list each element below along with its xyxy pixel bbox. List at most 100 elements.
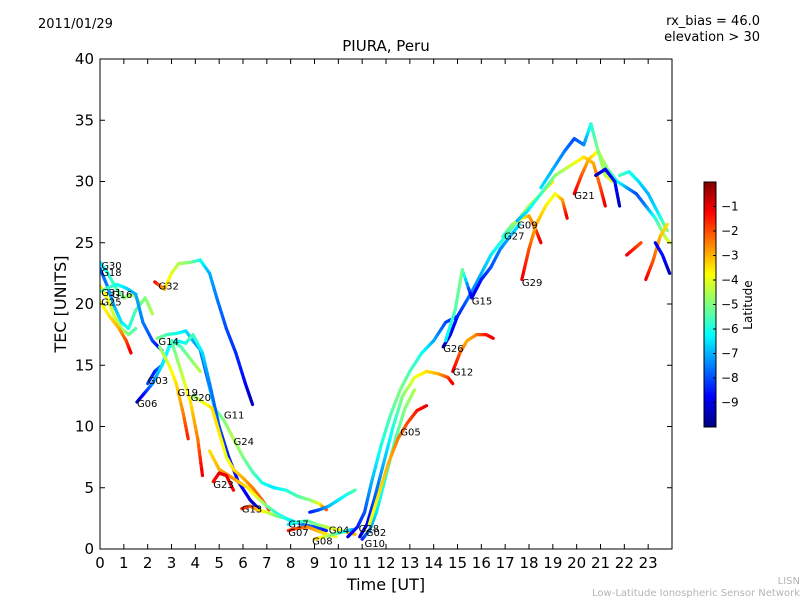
track-segment [516,222,522,229]
satellite-label: G29 [522,278,542,289]
satellite-label: G14 [158,337,178,348]
y-tick-label: 5 [84,479,94,497]
track-segment [564,213,569,220]
y-tick-label: 20 [75,295,94,313]
satellite-label: G03 [148,376,168,387]
receiver-info: rx_bias = 46.0 elevation > 30 [664,14,760,46]
x-tick-label: 10 [329,554,348,572]
sat-track [191,394,271,512]
colorbar-ticks: −1 −2 −3 −4 −5 −6 −7 −8 −9 [713,200,739,410]
satellite-label: G12 [453,367,473,378]
rx-bias-label: rx_bias = 46.0 [666,14,760,29]
satellite-label: G05 [400,427,420,438]
track-segment [200,467,205,478]
satellite-label: G28 [359,524,379,535]
track-segment [149,309,155,316]
track-segment [638,241,643,246]
track-segment [185,433,190,441]
sat-track [367,404,429,527]
sat-track [451,333,495,373]
sat-track [358,369,455,539]
colorbar-tick-label: −5 [721,298,739,312]
x-tick-label: 8 [286,554,296,572]
x-tick-label: 12 [376,554,395,572]
y-tick-label: 0 [84,540,94,558]
satellite-label: G31 [101,288,121,299]
sat-track [100,266,155,331]
satellite-label: G07 [288,528,308,539]
chart-title: PIURA, Peru [342,37,430,55]
credit-long: Low-Latitude Ionospheric Sensor Network [592,588,800,599]
x-tick-label: 6 [238,554,248,572]
date-label: 2011/01/29 [38,17,113,32]
x-tick-label: 15 [448,554,467,572]
satellite-label: G02 [366,528,386,539]
sat-track [308,488,357,514]
sat-track [312,527,355,541]
satellite-label: G24 [233,437,253,448]
x-tick-label: 13 [400,554,419,572]
satellite-label: G26 [443,344,463,355]
satellite-label: G21 [574,191,594,202]
satellite-label: G11 [224,410,244,421]
y-tick-label: 35 [75,111,94,129]
track-segment [132,326,138,332]
track-segment [196,367,202,373]
sat-track [653,241,672,275]
y-tick-label: 25 [75,234,94,252]
x-tick-label: 7 [262,554,272,572]
satellite-label: G13 [242,505,262,516]
x-axis: 0 1 2 3 4 5 6 7 8 9 10 11 12 13 14 15 16 17 18 19 20 21 22 23 [95,59,658,572]
sat-track [443,222,522,343]
x-tick-label: 4 [191,554,201,572]
track-segment [450,381,455,386]
track-segment [352,488,357,493]
x-tick-label: 23 [639,554,658,572]
satellite-label: G30 [101,261,121,272]
track-segment [617,200,622,208]
credit-short: LISN [777,576,800,587]
sat-track [157,345,190,441]
satellite-label: G16 [112,290,132,301]
track-segment [230,486,236,492]
credit: LISN Low-Latitude Ionospheric Sensor Net… [592,576,800,600]
satellite-label: G32 [158,282,178,293]
track-segment [322,528,329,533]
track-segment [609,178,615,184]
satellite-label: G20 [191,393,211,404]
sat-track [169,339,205,478]
satellite-label: G19 [177,388,197,399]
sat-track [617,170,669,233]
sat-track [539,122,615,190]
colorbar-tick-label: −7 [721,347,739,361]
x-tick-label: 20 [567,554,586,572]
sat-track [211,471,236,492]
sat-track [515,155,607,223]
satellite-label: G23 [213,480,233,491]
x-tick-label: 11 [353,554,372,572]
x-tick-label: 2 [143,554,153,572]
x-tick-label: 16 [472,554,491,572]
x-tick-label: 19 [543,554,562,572]
satellite-label: G27 [504,231,524,242]
track-segment [666,268,672,275]
data-marks [100,122,672,541]
track-segment [411,388,417,395]
x-tick-label: 14 [424,554,443,572]
y-axis-title: TEC [UNITS] [51,256,70,354]
sat-track [240,504,298,524]
sat-track [594,167,622,208]
x-tick-label: 18 [519,554,538,572]
track-segment [549,179,555,186]
colorbar-tick-label: −1 [721,200,739,214]
satellite-label: G17 [288,519,308,530]
satellite-label: G25 [101,298,121,309]
colorbar-tick-label: −4 [721,273,739,287]
elevation-label: elevation > 30 [664,30,760,45]
colorbar-tick-label: −9 [721,396,739,410]
colorbar-tick-label: −8 [721,371,739,385]
x-tick-label: 9 [310,554,320,572]
x-tick-label: 21 [591,554,610,572]
